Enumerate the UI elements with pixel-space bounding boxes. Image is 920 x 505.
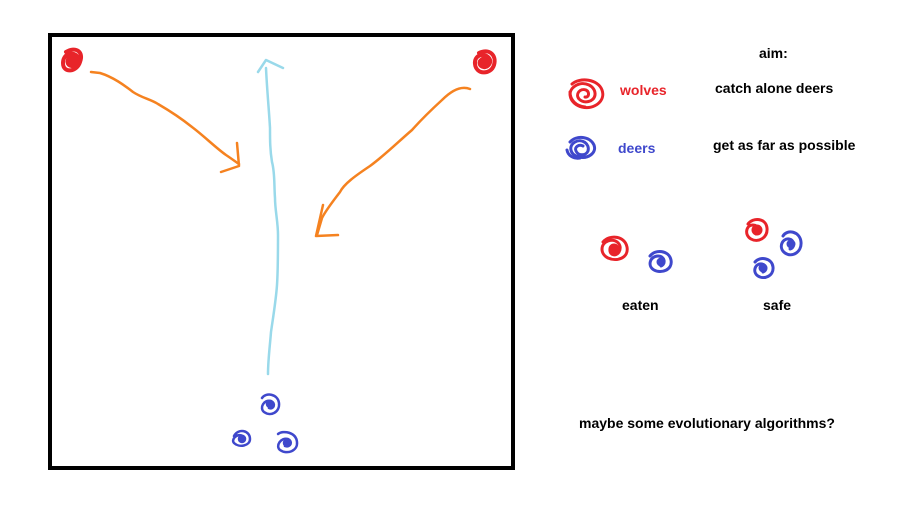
aim-title: aim: xyxy=(759,45,788,61)
eaten-example xyxy=(600,235,673,274)
deer-1 xyxy=(260,393,281,416)
eaten-label: eaten xyxy=(622,297,659,313)
safe-example xyxy=(745,218,803,280)
deer-path xyxy=(256,58,285,376)
safe-wolf xyxy=(745,218,769,242)
wolves-label: wolves xyxy=(620,82,667,98)
wolf-top-right xyxy=(472,49,497,75)
wolf-path-left xyxy=(89,70,241,174)
deers-aim-text: get as far as possible xyxy=(713,137,856,153)
safe-deer-2 xyxy=(753,257,775,280)
deer-legend-icon xyxy=(565,136,597,160)
safe-label: safe xyxy=(763,297,792,313)
wolves-aim-text: catch alone deers xyxy=(715,80,834,96)
eaten-wolf xyxy=(600,235,629,262)
wolf-top-left xyxy=(60,47,83,73)
deer-2 xyxy=(231,429,252,448)
wolf-legend-icon xyxy=(568,78,605,110)
deers-label: deers xyxy=(618,140,656,156)
eaten-deer xyxy=(648,250,673,274)
wolf-path-right xyxy=(314,86,472,238)
deer-3 xyxy=(276,430,299,454)
arena-frame xyxy=(48,33,515,470)
footnote-text: maybe some evolutionary algorithms? xyxy=(579,415,835,431)
safe-deer-1 xyxy=(779,230,803,257)
deer-herd xyxy=(231,393,299,454)
